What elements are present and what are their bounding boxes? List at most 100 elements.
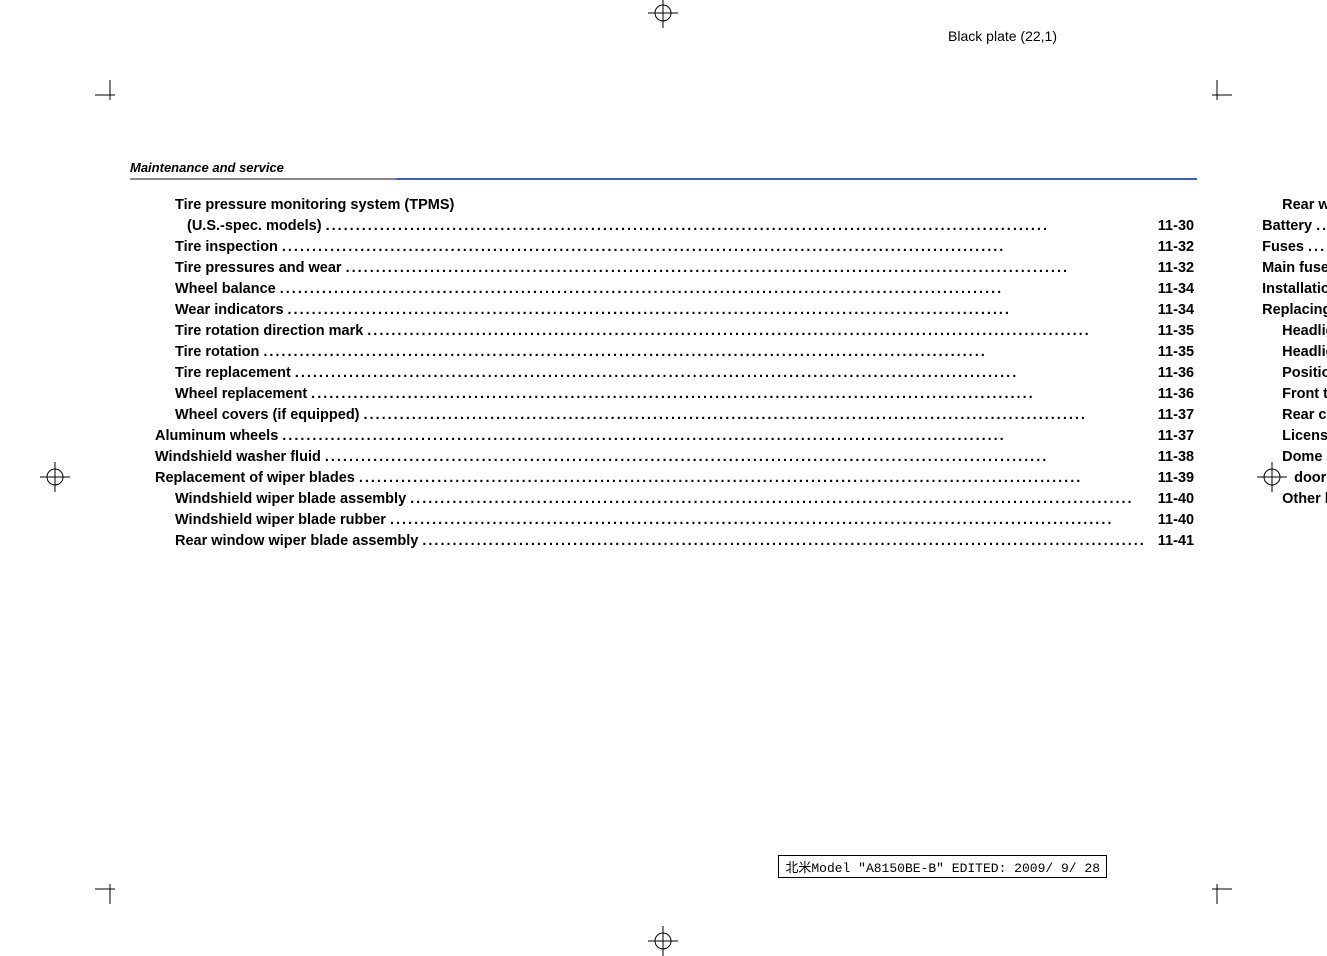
toc-label: Rear combination lights [1282,405,1327,426]
toc-label: Windshield wiper blade rubber [175,510,386,531]
toc-leader-dots [291,363,1150,384]
toc-entry: Wear indicators 11-34 [155,300,1194,321]
section-header: Maintenance and service [130,160,284,177]
toc-label: Tire rotation direction mark [175,321,363,342]
header-rule [130,178,1197,180]
toc-entry: Wheel covers (if equipped) 11-37 [155,405,1194,426]
toc-label: Tire pressures and wear [175,258,342,279]
toc-columns: Tire pressure monitoring system (TPMS)(U… [155,195,1172,565]
toc-page: 11-36 [1150,363,1194,384]
toc-label: Replacing bulbs [1262,300,1327,321]
register-mark-bottom [648,926,678,956]
toc-page: 11-41 [1150,531,1194,552]
toc-leader-dots [321,447,1150,468]
register-mark-left [40,462,70,492]
toc-entry: Rear combination lights11-49 [1262,405,1327,426]
toc-label: Replacement of wiper blades [155,468,355,489]
toc-page: 11-40 [1150,510,1194,531]
toc-entry: Headlights (models with HID headlights)1… [1262,321,1327,342]
toc-entry: Main fuse11-45 [1262,258,1327,279]
toc-label: Aluminum wheels [155,426,278,447]
crop-mark-bottom-left [95,884,125,914]
toc-label: Wheel balance [175,279,276,300]
toc-label: Wheel replacement [175,384,307,405]
toc-entry: Headlights (models without HID headlight… [1262,342,1327,363]
toc-page: 11-39 [1150,468,1194,489]
toc-label: Headlights (models without HID headlight… [1282,342,1327,363]
toc-leader-dots [406,489,1150,510]
toc-label: Tire rotation [175,342,259,363]
toc-page: 11-32 [1150,258,1194,279]
footer-print-info: 北米Model "A8150BE-B" EDITED: 2009/ 9/ 28 [778,855,1107,878]
toc-leader-dots [1304,237,1327,258]
toc-leader-dots [278,426,1150,447]
toc-entry: Rear window wiper blade assembly 11-41 [155,531,1194,552]
toc-page: 11-36 [1150,384,1194,405]
toc-entry: Other bulbs11-51 [1262,489,1327,510]
toc-label: Rear window wiper blade assembly [175,531,418,552]
toc-leader-dots [307,384,1150,405]
toc-label: Battery [1262,216,1312,237]
register-mark-top [648,0,678,28]
toc-entry: Tire rotation 11-35 [155,342,1194,363]
toc-entry: Replacement of wiper blades 11-39 [155,468,1194,489]
toc-page: 11-38 [1150,447,1194,468]
toc-leader-dots [360,405,1150,426]
toc-entry: Tire rotation direction mark11-35 [155,321,1194,342]
crop-mark-top-right [1202,70,1232,100]
toc-leader-dots [418,531,1149,552]
toc-entry: Wheel replacement 11-36 [155,384,1194,405]
right-column: Rear window wiper blade rubber11-42Batte… [1262,195,1327,565]
toc-entry: Position light11-49 [1262,363,1327,384]
toc-label: Tire pressure monitoring system (TPMS) [175,195,454,216]
toc-label: Position light [1282,363,1327,384]
toc-page: 11-34 [1150,279,1194,300]
toc-entry: Tire pressure monitoring system (TPMS) [155,195,1194,216]
toc-label: Wear indicators [175,300,284,321]
toc-leader-dots [355,468,1150,489]
toc-entry: Windshield wiper blade assembly11-40 [155,489,1194,510]
toc-page: 11-37 [1150,405,1194,426]
toc-label: Dome light, map light, cargo area light … [1282,447,1327,468]
crop-mark-top-left [95,70,125,100]
toc-entry: Tire replacement 11-36 [155,363,1194,384]
toc-label-continuation: door step light [1282,468,1327,489]
toc-label: Windshield washer fluid [155,447,321,468]
toc-entry: Battery11-43 [1262,216,1327,237]
toc-page: 11-37 [1150,426,1194,447]
toc-entry: Front turn signal light11-49 [1262,384,1327,405]
crop-mark-bottom-right [1202,884,1232,914]
toc-entry: Fuses11-44 [1262,237,1327,258]
toc-label: Headlights (models with HID headlights) [1282,321,1327,342]
register-mark-right [1257,462,1287,492]
toc-page: 11-40 [1150,489,1194,510]
toc-page: 11-34 [1150,300,1194,321]
toc-leader-dots [278,237,1150,258]
toc-entry: Installation of accessories11-46 [1262,279,1327,300]
toc-page: 11-35 [1150,342,1194,363]
toc-entry: Wheel balance 11-34 [155,279,1194,300]
toc-leader-dots [284,300,1150,321]
toc-label: Tire replacement [175,363,291,384]
toc-leader-dots [342,258,1150,279]
left-column: Tire pressure monitoring system (TPMS)(U… [155,195,1194,565]
toc-entry: Rear window wiper blade rubber11-42 [1262,195,1327,216]
toc-label: Tire inspection [175,237,278,258]
toc-entry: Aluminum wheels 11-37 [155,426,1194,447]
toc-entry: Windshield wiper blade rubber 11-40 [155,510,1194,531]
toc-entry: License plate light11-50 [1262,426,1327,447]
toc-entry: Windshield washer fluid 11-38 [155,447,1194,468]
toc-leader-dots [363,321,1150,342]
toc-leader-dots [386,510,1150,531]
toc-label: Other bulbs [1282,489,1327,510]
toc-page: 11-32 [1150,237,1194,258]
toc-label: Wheel covers (if equipped) [175,405,360,426]
toc-entry: Tire pressures and wear 11-32 [155,258,1194,279]
plate-label: Black plate (22,1) [948,28,1057,44]
toc-entry-continuation: (U.S.-spec. models)11-30 [155,216,1194,237]
toc-label: Main fuse [1262,258,1327,279]
toc-label: Rear window wiper blade rubber [1282,195,1327,216]
toc-leader-dots [259,342,1149,363]
toc-entry: Tire inspection 11-32 [155,237,1194,258]
toc-leader-dots [322,216,1150,237]
